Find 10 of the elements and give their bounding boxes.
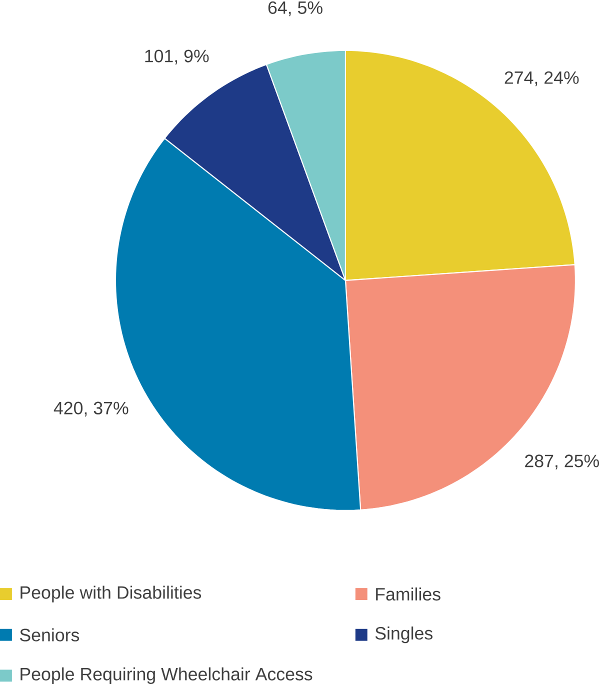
legend-label: Seniors — [20, 628, 80, 642]
legend-label: Singles — [375, 626, 433, 644]
legend-label: Families — [376, 587, 440, 601]
data-label: 287, 25% — [525, 454, 600, 470]
data-label: 420, 37% — [54, 402, 128, 417]
data-label: 274, 24% — [504, 71, 579, 86]
data-label: 101, 9% — [145, 50, 209, 64]
legend-label: People with Disabilities — [20, 586, 202, 602]
legend-label: People Requiring Wheelchair Access — [20, 667, 312, 684]
data-label: 64, 5% — [268, 1, 322, 16]
